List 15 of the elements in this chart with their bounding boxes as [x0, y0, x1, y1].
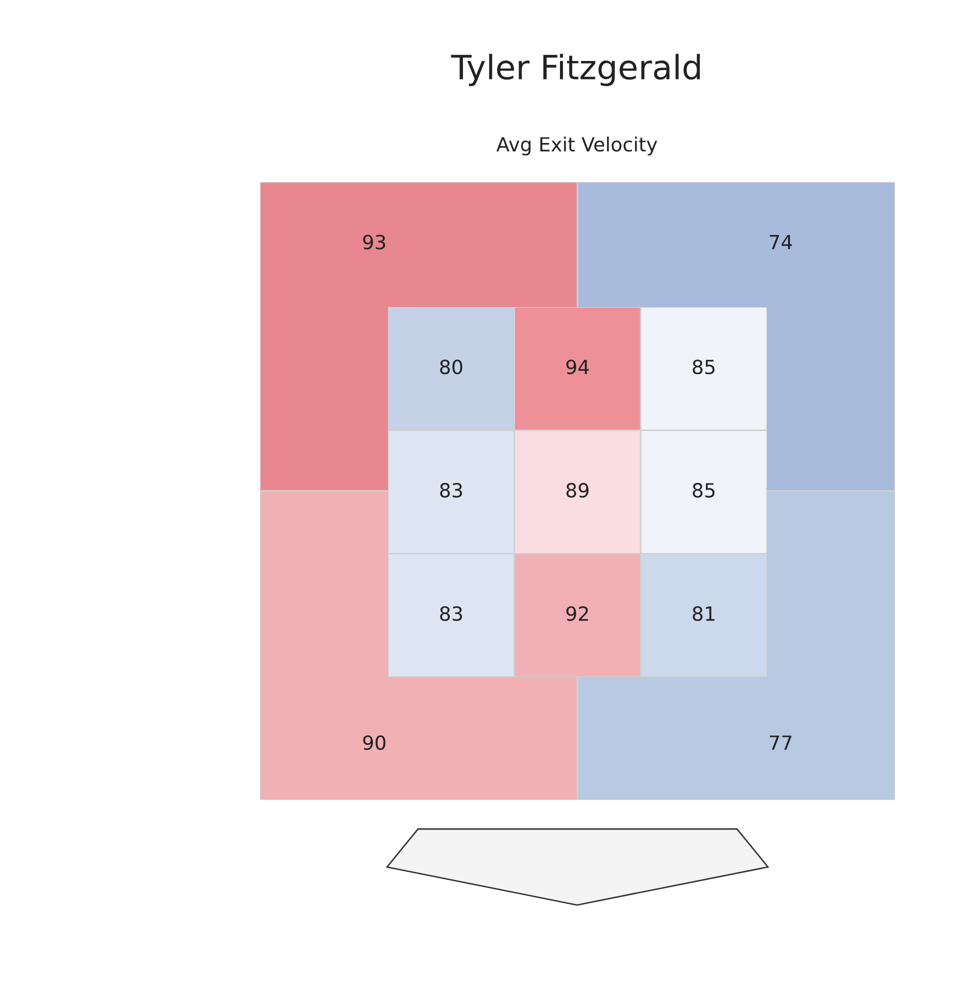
data-label: 92: [566, 606, 588, 621]
text: Avg Exit Velocity: [496, 136, 658, 156]
data-label: 94: [566, 360, 589, 374]
data-label: 74: [770, 234, 792, 250]
data-label: 85: [692, 360, 715, 374]
data-label: 89: [566, 482, 589, 498]
data-label: 83: [440, 606, 462, 621]
data-label: 83: [440, 482, 462, 498]
data-label: 80: [440, 360, 462, 374]
data-label: 81: [692, 606, 714, 621]
data-label: 90: [363, 735, 386, 750]
data-label: 93: [363, 234, 386, 250]
text: Tyler Fitzgerald: [451, 54, 700, 86]
data-label: 77: [770, 736, 792, 750]
data-label: 85: [692, 482, 715, 498]
